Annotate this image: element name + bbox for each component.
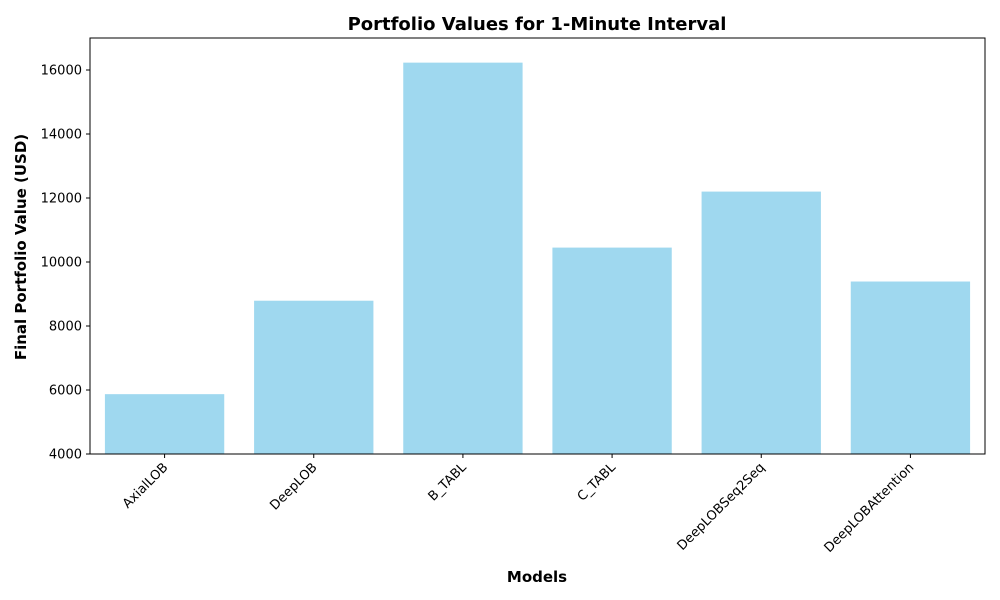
bar-B_TABL	[403, 62, 523, 454]
x-tick-label: C_TABL	[575, 460, 620, 505]
y-axis: 4000 6000 8000 10000 12000 14000 16000	[41, 64, 90, 463]
x-tick-label: AxialLOB	[120, 460, 171, 511]
y-tick-label: 14000	[41, 128, 82, 143]
y-tick-label: 4000	[49, 448, 82, 463]
x-axis-label: Models	[507, 568, 567, 586]
x-axis: AxialLOB DeepLOB B_TABL C_TABL DeepLOBSeq2Se…	[120, 454, 917, 556]
y-tick-label: 10000	[41, 256, 82, 271]
y-tick-label: 16000	[41, 64, 82, 79]
x-tick-label: B_TABL	[426, 460, 471, 505]
x-tick-label: DeepLOBAttention	[822, 460, 918, 556]
y-tick-label: 12000	[41, 192, 82, 207]
y-tick-label: 8000	[49, 320, 82, 335]
plot-frame	[89, 37, 986, 455]
bar-DeepLOB	[254, 300, 374, 454]
bars-group	[104, 62, 971, 454]
bar-DeepLOBSeq2Seq	[701, 191, 821, 454]
chart-title: Portfolio Values for 1-Minute Interval	[348, 14, 727, 35]
bar-DeepLOBAttention	[850, 281, 971, 454]
bar-AxialLOB	[104, 394, 225, 454]
x-tick-label: DeepLOBSeq2Seq	[675, 460, 769, 554]
y-tick-label: 6000	[49, 384, 82, 399]
bar-C_TABL	[552, 247, 672, 454]
y-axis-label: Final Portfolio Value (USD)	[12, 134, 30, 360]
x-tick-label: DeepLOB	[267, 460, 320, 513]
